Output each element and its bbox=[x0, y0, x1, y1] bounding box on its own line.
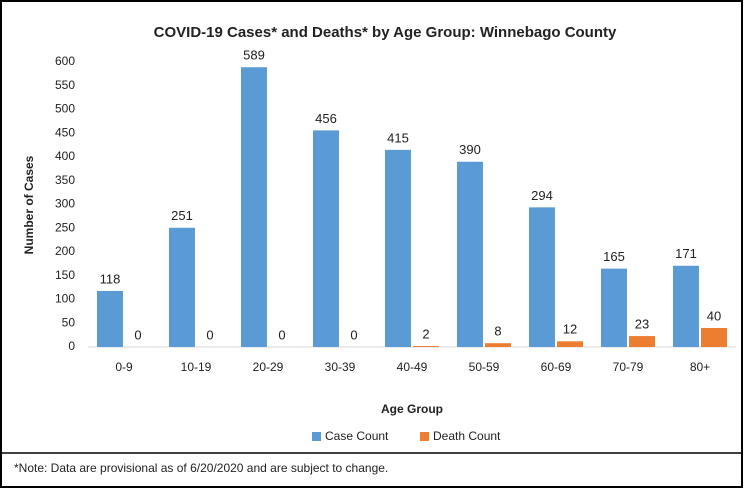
y-tick-label: 150 bbox=[55, 268, 75, 282]
data-label: 40 bbox=[707, 308, 721, 323]
x-tick-label: 20-29 bbox=[253, 360, 284, 374]
data-label: 456 bbox=[315, 111, 337, 126]
bar bbox=[601, 268, 627, 347]
y-tick-label: 100 bbox=[55, 292, 75, 306]
bar bbox=[413, 346, 439, 347]
data-label: 0 bbox=[278, 327, 285, 342]
x-tick-label: 0-9 bbox=[115, 360, 133, 374]
legend-swatch bbox=[312, 432, 321, 441]
data-label: 171 bbox=[675, 246, 697, 261]
y-tick-label: 250 bbox=[55, 220, 75, 234]
y-tick-label: 300 bbox=[55, 197, 75, 211]
x-tick-label: 50-59 bbox=[469, 360, 500, 374]
legend-swatch bbox=[420, 432, 429, 441]
chart-title: COVID-19 Cases* and Deaths* by Age Group… bbox=[154, 24, 617, 41]
y-tick-label: 350 bbox=[55, 173, 75, 187]
y-tick-label: 0 bbox=[68, 339, 75, 353]
footnote: *Note: Data are provisional as of 6/20/2… bbox=[14, 461, 388, 475]
data-label: 8 bbox=[494, 324, 501, 339]
bar bbox=[557, 341, 583, 347]
y-tick-label: 500 bbox=[55, 102, 75, 116]
x-axis-title: Age Group bbox=[381, 402, 443, 416]
data-label: 118 bbox=[100, 271, 121, 286]
data-label: 589 bbox=[243, 48, 265, 63]
data-label: 23 bbox=[635, 317, 649, 332]
bar bbox=[313, 130, 339, 347]
data-label: 251 bbox=[171, 208, 193, 223]
bar bbox=[169, 227, 195, 347]
bar bbox=[97, 290, 123, 347]
bar bbox=[701, 328, 727, 347]
data-label: 294 bbox=[531, 188, 553, 203]
bar bbox=[241, 67, 267, 347]
x-tick-label: 30-39 bbox=[325, 360, 356, 374]
data-label: 0 bbox=[350, 327, 357, 342]
x-tick-label: 60-69 bbox=[541, 360, 572, 374]
y-tick-label: 400 bbox=[55, 149, 75, 163]
bar bbox=[385, 149, 411, 347]
y-axis-title: Number of Cases bbox=[22, 155, 36, 254]
y-tick-label: 450 bbox=[55, 125, 75, 139]
bar bbox=[485, 343, 511, 347]
y-tick-label: 550 bbox=[55, 78, 75, 92]
bar bbox=[673, 265, 699, 347]
x-tick-label: 40-49 bbox=[397, 360, 428, 374]
y-tick-label: 600 bbox=[55, 54, 75, 68]
legend-label: Case Count bbox=[325, 429, 389, 443]
data-label: 2 bbox=[422, 326, 429, 341]
data-label: 0 bbox=[206, 327, 213, 342]
y-tick-label: 50 bbox=[62, 315, 76, 329]
data-label: 390 bbox=[459, 142, 481, 157]
x-tick-label: 80+ bbox=[690, 360, 710, 374]
legend-label: Death Count bbox=[433, 429, 501, 443]
y-tick-label: 200 bbox=[55, 244, 75, 258]
bar bbox=[457, 161, 483, 347]
x-tick-label: 70-79 bbox=[613, 360, 644, 374]
data-label: 0 bbox=[134, 327, 141, 342]
data-label: 165 bbox=[603, 249, 625, 264]
bar bbox=[629, 336, 655, 347]
data-label: 12 bbox=[563, 322, 577, 337]
x-tick-label: 10-19 bbox=[181, 360, 212, 374]
data-label: 415 bbox=[387, 130, 409, 145]
bar bbox=[529, 207, 555, 347]
